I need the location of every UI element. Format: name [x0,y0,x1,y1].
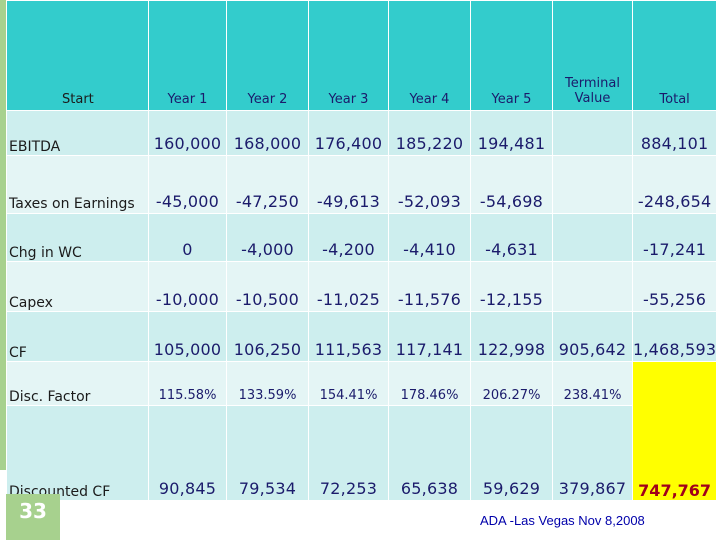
cell-year-1: -45,000 [148,155,227,214]
cell-total: 747,767 [638,481,712,500]
header-year-3: Year 3 [308,0,389,111]
cell-terminal: 379,867 [552,405,633,501]
cell-year-2: -4,000 [226,213,309,262]
cell-year-5: -4,631 [470,213,553,262]
cell-year-4: -52,093 [388,155,471,214]
cell-year-5: 206.27% [470,361,553,406]
cell-year-5: -54,698 [470,155,553,214]
row-label: Chg in WC [6,213,149,262]
cell-year-4: 178.46% [388,361,471,406]
row-discount-factor: Disc. Factor 115.58% 133.59% 154.41% 178… [6,361,718,501]
cell-total: -17,241 [631,213,718,262]
footer-caption: ADA -Las Vegas Nov 8,2008 [480,513,645,528]
row-cash-flow: CF 105,000 106,250 111,563 117,141 122,9… [6,311,718,362]
cell-year-4: -4,410 [388,213,471,262]
cell-total: -55,256 [631,261,718,312]
cell-year-5: 122,998 [470,311,553,362]
left-accent-strip [0,0,6,470]
cell-year-4: 185,220 [388,110,471,156]
cell-year-1: 160,000 [148,110,227,156]
cell-terminal [552,155,633,214]
row-label: Disc. Factor [6,361,149,406]
header-year-5: Year 5 [470,0,553,111]
cell-year-5: -12,155 [470,261,553,312]
row-change-in-wc: Chg in WC 0 -4,000 -4,200 -4,410 -4,631 … [6,213,718,262]
cell-year-3: -11,025 [308,261,389,312]
cell-terminal [552,261,633,312]
cell-year-3: -49,613 [308,155,389,214]
cell-year-5: 194,481 [470,110,553,156]
header-year-1: Year 1 [148,0,227,111]
row-label: Taxes on Earnings [6,155,149,214]
cell-total: 1,468,593 [631,311,718,362]
row-ebitda: EBITDA 160,000 168,000 176,400 185,220 1… [6,110,718,156]
cell-total: -248,654 [631,155,718,214]
cell-year-4: -11,576 [388,261,471,312]
discounted-total-highlight: 747,767 [631,361,718,501]
slide-number: 33 [6,494,60,540]
cell-year-1: 105,000 [148,311,227,362]
row-label: EBITDA [6,110,149,156]
cell-year-2: 79,534 [226,405,309,501]
cell-terminal [552,213,633,262]
cell-year-2: 106,250 [226,311,309,362]
cell-terminal: 238.41% [552,361,633,406]
cell-year-1: 90,845 [148,405,227,501]
row-taxes: Taxes on Earnings -45,000 -47,250 -49,61… [6,155,718,214]
row-label: CF [6,311,149,362]
cell-year-3: 72,253 [308,405,389,501]
cell-year-1: 115.58% [148,361,227,406]
dcf-table: Start Year 1 Year 2 Year 3 Year 4 Year 5… [6,0,718,501]
header-year-4: Year 4 [388,0,471,111]
cell-year-4: 65,638 [388,405,471,501]
cell-terminal [552,110,633,156]
header-terminal-value: Terminal Value [552,0,633,111]
cell-year-3: 111,563 [308,311,389,362]
cell-total: 884,101 [631,110,718,156]
header-total: Total [631,0,718,111]
cell-year-3: 176,400 [308,110,389,156]
cell-year-4: 117,141 [388,311,471,362]
header-start: Start [6,0,149,111]
cell-year-2: -10,500 [226,261,309,312]
cell-year-2: 133.59% [226,361,309,406]
header-year-2: Year 2 [226,0,309,111]
row-discounted-cf: Discounted CF 90,845 79,534 72,253 65,63… [6,405,717,501]
cell-year-3: -4,200 [308,213,389,262]
cell-year-5: 59,629 [470,405,553,501]
cell-year-1: 0 [148,213,227,262]
cell-year-2: -47,250 [226,155,309,214]
cell-year-2: 168,000 [226,110,309,156]
cell-terminal: 905,642 [552,311,633,362]
row-label: Capex [6,261,149,312]
row-label: Discounted CF [6,405,149,501]
cell-year-3: 154.41% [308,361,389,406]
row-capex: Capex -10,000 -10,500 -11,025 -11,576 -1… [6,261,718,312]
header-row: Start Year 1 Year 2 Year 3 Year 4 Year 5… [6,0,718,111]
cell-year-1: -10,000 [148,261,227,312]
